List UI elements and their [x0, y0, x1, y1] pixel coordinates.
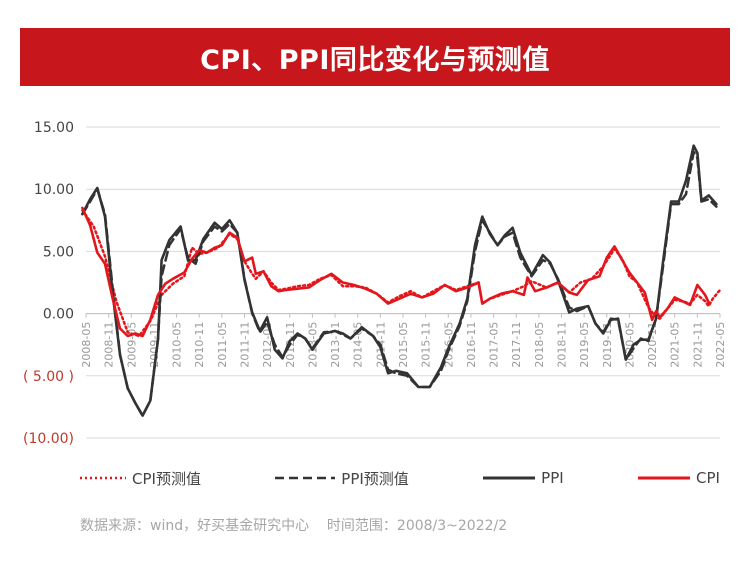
grid-layer	[86, 126, 720, 439]
legend-label: PPI预测值	[341, 469, 409, 488]
x-tick-label: 2011-11	[239, 322, 252, 368]
x-tick-label: 2017-05	[488, 322, 501, 368]
legend-label: CPI预测值	[132, 469, 201, 488]
series-line-ppi	[81, 144, 718, 417]
y-tick-label: (10.00)	[23, 431, 74, 447]
x-tick-label: 2010-11	[193, 322, 206, 368]
x-tick-label: 2011-05	[216, 322, 229, 368]
x-tick-label: 2017-11	[510, 322, 523, 368]
chart-title: CPI、PPI同比变化与预测值	[200, 44, 550, 76]
legend-item-ppi: PPI	[483, 469, 564, 487]
series-line-cpi	[81, 206, 710, 338]
y-tick-label: ( 5.00 )	[23, 369, 74, 385]
title-bar: CPI、PPI同比变化与预测值	[20, 28, 730, 86]
y-tick-label: 15.00	[34, 120, 74, 136]
x-tick-label: 2021-11	[691, 322, 704, 368]
x-tick-label: 2018-05	[533, 322, 546, 368]
x-tick-label: 2015-11	[420, 322, 433, 368]
y-axis-ticks: 15.00 10.00 5.00 0.00 ( 5.00 ) (10.00)	[23, 120, 74, 447]
y-tick-label: 10.00	[34, 182, 74, 198]
x-tick-label: 2022-05	[714, 322, 727, 368]
y-tick-label: 5.00	[43, 244, 74, 260]
legend-item-ppi-forecast: PPI预测值	[275, 468, 409, 489]
x-axis-ticks: 2008-05 2008-11 2009-05 2009-11 2010-05 2010-…	[80, 313, 727, 368]
x-tick-label: 2018-11	[556, 322, 569, 368]
legend-swatch-solid-black	[483, 476, 536, 480]
x-tick-label: 2016-11	[465, 322, 478, 368]
legend-swatch-solid-red	[638, 476, 691, 480]
legend-label: CPI	[696, 469, 720, 487]
x-tick-label: 2019-05	[578, 322, 591, 368]
x-tick-label: 2021-05	[669, 322, 682, 368]
x-tick-label: 2008-05	[80, 322, 93, 368]
x-tick-label: 2008-11	[103, 322, 116, 368]
legend: CPI预测值 PPI预测值 PPI CPI	[80, 466, 720, 490]
legend-label: PPI	[541, 469, 564, 487]
x-tick-label: 2013-11	[329, 322, 342, 368]
x-tick-label: 2015-05	[397, 322, 410, 368]
legend-item-cpi: CPI	[638, 469, 720, 487]
data-source: 数据来源：wind，好买基金研究中心	[80, 518, 310, 534]
y-tick-label: 0.00	[43, 307, 74, 323]
legend-swatch-dashed-black	[275, 476, 336, 480]
series-layer	[81, 144, 722, 417]
x-tick-label: 2013-05	[306, 322, 319, 368]
time-range: 时间范围：2008/3~2022/2	[326, 518, 508, 534]
legend-swatch-dotted-red	[80, 476, 126, 480]
x-tick-label: 2010-05	[171, 322, 184, 368]
x-tick-label: 2020-11	[646, 322, 659, 368]
legend-item-cpi-forecast: CPI预测值	[80, 468, 201, 489]
source-note: 数据来源：wind，好买基金研究中心 时间范围：2008/3~2022/2	[80, 515, 507, 535]
